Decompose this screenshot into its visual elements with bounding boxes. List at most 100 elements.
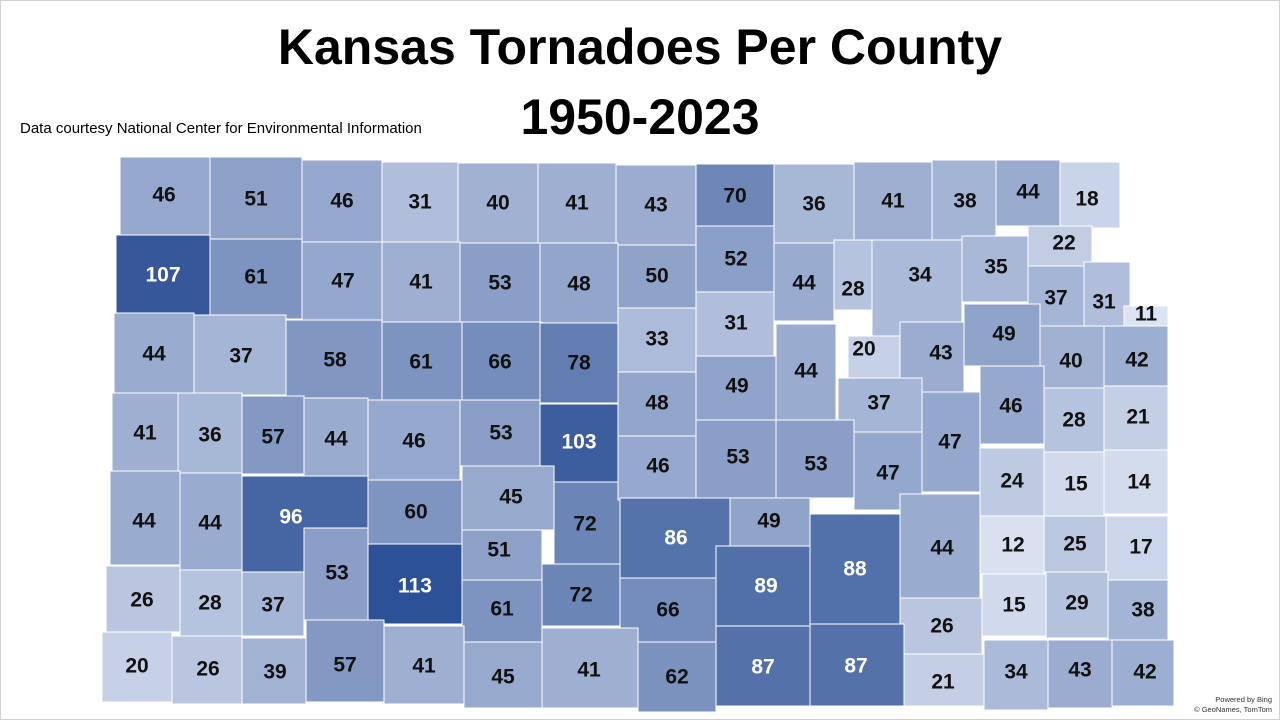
- county-tornado-count: 46: [999, 395, 1022, 418]
- county-tornado-count: 37: [229, 345, 252, 368]
- county-tornado-count: 66: [488, 351, 511, 374]
- county-tornado-count: 37: [1044, 287, 1067, 310]
- county-region: [541, 627, 639, 709]
- county-tornado-count: 89: [754, 575, 777, 598]
- county-region: [241, 637, 307, 705]
- county-tornado-count: 28: [198, 592, 222, 615]
- county-tornado-count: 47: [331, 270, 354, 293]
- county-tornado-count: 11: [1135, 303, 1158, 326]
- county-region: [1059, 161, 1121, 229]
- county-tornado-count: 86: [664, 527, 687, 550]
- county-region: [113, 312, 195, 394]
- county-region: [241, 395, 305, 475]
- county-region: [367, 399, 461, 481]
- county-region: [775, 419, 855, 499]
- county-tornado-count: 14: [1127, 471, 1151, 494]
- county-region: [367, 479, 463, 545]
- county-region: [101, 631, 173, 703]
- county-region: [179, 472, 243, 572]
- county-tornado-count: 78: [567, 352, 591, 375]
- county-region: [381, 321, 463, 403]
- county-tornado-count: 46: [402, 430, 425, 453]
- county-region: [241, 571, 305, 637]
- county-tornado-count: 43: [1068, 659, 1091, 682]
- county-region: [461, 529, 543, 581]
- county-region: [539, 322, 619, 404]
- county-tornado-count: 46: [152, 184, 175, 207]
- county-region: [459, 242, 541, 324]
- county-tornado-count: 22: [1052, 232, 1075, 255]
- county-region: [305, 619, 385, 703]
- county-region: [695, 419, 777, 499]
- county-region: [1047, 639, 1113, 709]
- county-region: [773, 163, 855, 245]
- county-region: [461, 579, 543, 643]
- county-tornado-count: 45: [499, 486, 523, 509]
- county-tornado-count: 38: [1131, 599, 1155, 622]
- county-tornado-count: 44: [792, 272, 816, 295]
- county-tornado-count: 72: [573, 513, 596, 536]
- county-tornado-count: 87: [751, 656, 774, 679]
- county-region: [931, 159, 997, 241]
- county-tornado-count: 41: [133, 422, 157, 445]
- county-tornado-count: 70: [723, 185, 746, 208]
- county-tornado-count: 49: [725, 375, 748, 398]
- county-tornado-count: 96: [279, 506, 302, 529]
- county-tornado-count: 20: [125, 655, 148, 678]
- county-tornado-count: 44: [1016, 181, 1040, 204]
- county-tornado-count: 43: [644, 194, 667, 217]
- county-tornado-count: 41: [409, 271, 433, 294]
- county-region: [617, 435, 697, 501]
- county-tornado-count: 51: [244, 188, 268, 211]
- county-tornado-count: 61: [490, 598, 514, 621]
- county-tornado-count: 26: [130, 589, 153, 612]
- county-tornado-count: 41: [577, 659, 601, 682]
- county-tornado-count: 28: [1062, 409, 1086, 432]
- county-tornado-count: 60: [404, 501, 427, 524]
- county-tornado-count: 34: [908, 264, 932, 287]
- county-tornado-count: 58: [323, 349, 347, 372]
- county-tornado-count: 51: [487, 539, 511, 562]
- county-tornado-count: 53: [488, 272, 511, 295]
- county-region: [1105, 515, 1169, 581]
- county-region: [209, 238, 303, 320]
- county-region: [833, 239, 873, 311]
- county-region: [1045, 571, 1109, 639]
- county-tornado-count: 31: [408, 191, 432, 214]
- county-tornado-count: 50: [645, 265, 668, 288]
- county-tornado-count: 61: [244, 266, 268, 289]
- county-region: [695, 355, 777, 421]
- county-tornado-count: 39: [263, 661, 286, 684]
- county-tornado-count: 88: [843, 558, 867, 581]
- county-region: [961, 235, 1029, 303]
- county-tornado-count: 38: [953, 190, 977, 213]
- county-region: [979, 447, 1045, 517]
- county-region: [1043, 515, 1107, 573]
- county-tornado-count: 42: [1133, 661, 1156, 684]
- county-tornado-count: 21: [1126, 406, 1150, 429]
- county-region: [541, 563, 621, 627]
- county-tornado-count: 46: [646, 455, 669, 478]
- county-tornado-count: 47: [876, 462, 899, 485]
- county-region: [715, 625, 811, 707]
- county-region: [715, 545, 811, 627]
- county-tornado-count: 31: [724, 312, 748, 335]
- county-tornado-count: 37: [261, 594, 284, 617]
- county-tornado-count: 29: [1065, 592, 1088, 615]
- county-tornado-count: 87: [844, 655, 867, 678]
- county-region: [1107, 579, 1169, 641]
- county-region: [1043, 387, 1105, 453]
- county-region: [981, 573, 1047, 637]
- county-region: [1043, 451, 1105, 517]
- county-tornado-count: 40: [486, 192, 509, 215]
- county-tornado-count: 41: [412, 655, 436, 678]
- county-region: [619, 497, 731, 579]
- county-region: [695, 163, 775, 227]
- county-tornado-count: 36: [198, 424, 221, 447]
- map-title: Kansas Tornadoes Per County: [277, 19, 1003, 75]
- county-tornado-count: 53: [804, 453, 827, 476]
- county-region: [615, 164, 697, 246]
- county-region: [1111, 639, 1175, 707]
- county-tornado-count: 17: [1129, 536, 1152, 559]
